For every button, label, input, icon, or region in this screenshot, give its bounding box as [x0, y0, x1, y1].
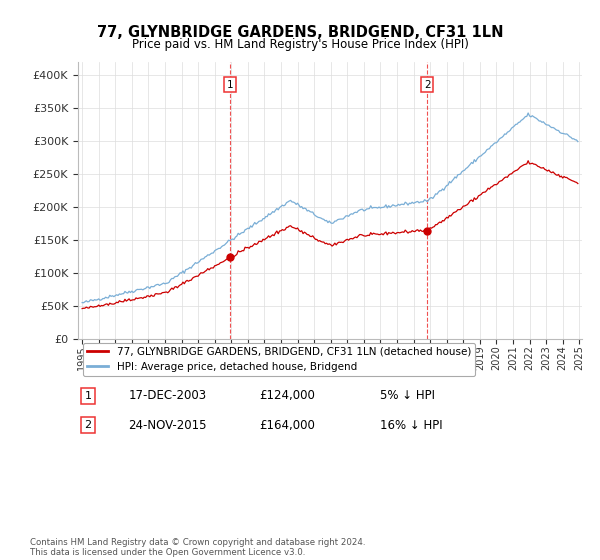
Text: 5% ↓ HPI: 5% ↓ HPI	[380, 389, 436, 403]
Legend: 77, GLYNBRIDGE GARDENS, BRIDGEND, CF31 1LN (detached house), HPI: Average price,: 77, GLYNBRIDGE GARDENS, BRIDGEND, CF31 1…	[83, 343, 475, 376]
Text: £124,000: £124,000	[259, 389, 316, 403]
Text: Price paid vs. HM Land Registry's House Price Index (HPI): Price paid vs. HM Land Registry's House …	[131, 38, 469, 51]
Text: 17-DEC-2003: 17-DEC-2003	[128, 389, 206, 403]
Text: Contains HM Land Registry data © Crown copyright and database right 2024.
This d: Contains HM Land Registry data © Crown c…	[30, 538, 365, 557]
Text: 2: 2	[85, 420, 92, 430]
Text: 2: 2	[424, 80, 431, 90]
Text: 77, GLYNBRIDGE GARDENS, BRIDGEND, CF31 1LN: 77, GLYNBRIDGE GARDENS, BRIDGEND, CF31 1…	[97, 25, 503, 40]
Text: £164,000: £164,000	[259, 419, 316, 432]
Text: 1: 1	[85, 391, 92, 401]
Text: 16% ↓ HPI: 16% ↓ HPI	[380, 419, 443, 432]
Text: 24-NOV-2015: 24-NOV-2015	[128, 419, 207, 432]
Text: 1: 1	[227, 80, 233, 90]
